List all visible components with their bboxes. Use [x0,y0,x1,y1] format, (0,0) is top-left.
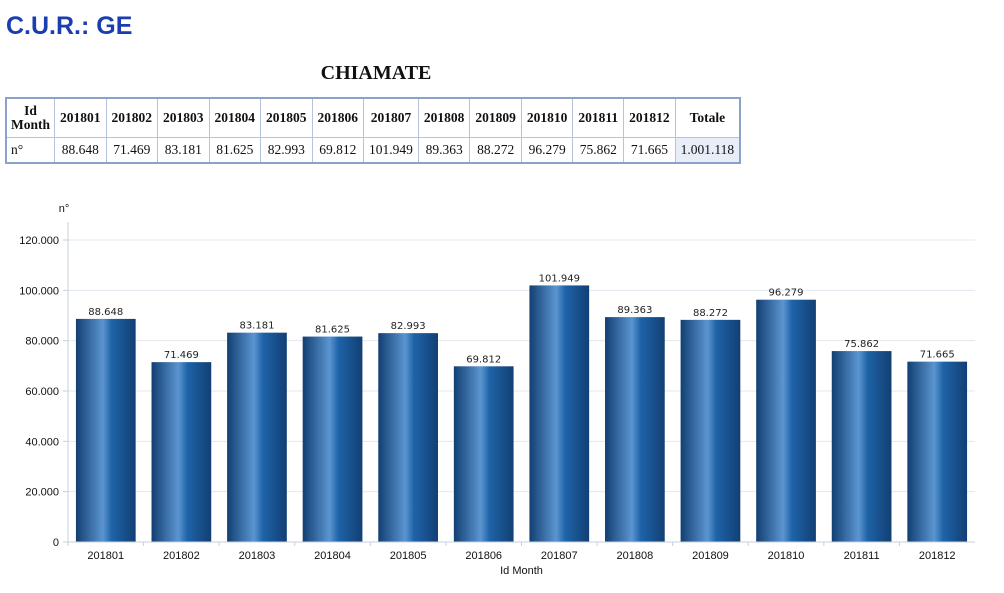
bar-value-label: 82.993 [391,321,426,332]
x-tick-label: 201809 [692,550,729,562]
y-tick-label: 80.000 [25,336,59,348]
table-cell: 75.862 [572,137,625,164]
x-tick-label: 201812 [919,550,956,562]
bar-value-label: 75.862 [844,339,879,350]
x-tick-label: 201807 [541,550,578,562]
x-tick-label: 201802 [163,550,200,562]
table-cell: 89.363 [417,137,471,164]
table-cell: 71.665 [623,137,676,164]
column-header: 201806 [311,97,365,138]
total-header: Totale [674,97,741,138]
table-cell: 83.181 [157,137,210,164]
bar [605,317,665,542]
bar [75,318,136,542]
table-value-row: n° 88.648 71.469 83.181 81.625 82.993 69… [5,137,741,164]
page-title: C.U.R.: GE [6,12,133,40]
table-cell: 82.993 [260,137,313,164]
column-header: 201802 [105,97,159,138]
x-tick-label: 201804 [314,550,351,562]
bar [680,319,741,542]
report-title: CHIAMATE [320,62,432,84]
column-header: 201811 [572,97,625,138]
bar [378,333,438,542]
value-labels: 88.648 71.469 83.181 81.625 82.993 69.812 101.… [88,273,954,365]
summary-table: Id Month 201801 201802 201803 201804 201… [5,97,742,164]
bar-value-label: 88.648 [88,307,123,318]
grid-lines [68,239,975,493]
row-header-label: Id Month [5,97,56,138]
x-tick-label: 201803 [239,550,276,562]
bar-value-label: 81.625 [315,325,350,336]
column-header: 201809 [469,97,522,138]
bar-value-label: 71.469 [164,350,199,361]
table-cell: 101.949 [363,137,419,164]
column-header: 201803 [157,97,210,138]
x-tick-label: 201810 [768,550,805,562]
y-tick-label: 0 [53,537,59,549]
x-tick-label: 201811 [844,550,880,562]
column-header: 201801 [54,97,107,138]
bar [227,332,287,542]
bar-value-label: 69.812 [466,354,501,365]
table-cell: 96.279 [520,137,574,164]
bar [907,361,968,542]
table-cell: 81.625 [208,137,262,164]
bar-value-label: 71.665 [920,350,955,361]
bars [75,285,968,542]
axes: 0 20.000 40.000 60.000 80.000 100.000 120.000 n… [19,203,975,577]
table-cell: 69.812 [311,137,365,164]
table-cell: 88.272 [469,137,522,164]
y-axis-label: n° [59,203,70,215]
table-cell: 71.469 [105,137,159,164]
column-header: 201804 [208,97,262,138]
bar-value-label: 96.279 [769,288,804,299]
column-header: 201812 [623,97,676,138]
total-cell: 1.001.118 [674,137,741,164]
column-header: 201810 [520,97,574,138]
x-tick-label: 201806 [465,550,502,562]
table-header-row: Id Month 201801 201802 201803 201804 201… [5,97,741,138]
y-tick-label: 20.000 [25,487,59,499]
y-tick-label: 60.000 [25,386,59,398]
bar-value-label: 89.363 [617,305,652,316]
column-header: 201808 [417,97,471,138]
x-tick-label: 201805 [390,550,427,562]
bar [453,366,514,542]
bar-chart: 88.648 71.469 83.181 81.625 82.993 69.812 101.… [19,203,975,577]
y-tick-label: 120.000 [19,235,59,247]
column-header: 201805 [260,97,313,138]
bar-value-label: 88.272 [693,308,728,319]
bar [302,336,363,542]
table-cell: 88.648 [54,137,107,164]
x-tick-label: 201801 [87,550,124,562]
value-row-label: n° [5,137,56,164]
column-header: 201807 [363,97,419,138]
x-axis-label: Id Month [500,565,543,577]
y-tick-label: 100.000 [19,285,59,297]
bar [831,351,892,542]
x-tick-label: 201808 [617,550,654,562]
y-tick-label: 40.000 [25,436,59,448]
bar-value-label: 101.949 [539,273,580,284]
bar-value-label: 83.181 [239,321,274,332]
bar [151,362,212,542]
bar [529,285,590,542]
bar [756,299,816,542]
